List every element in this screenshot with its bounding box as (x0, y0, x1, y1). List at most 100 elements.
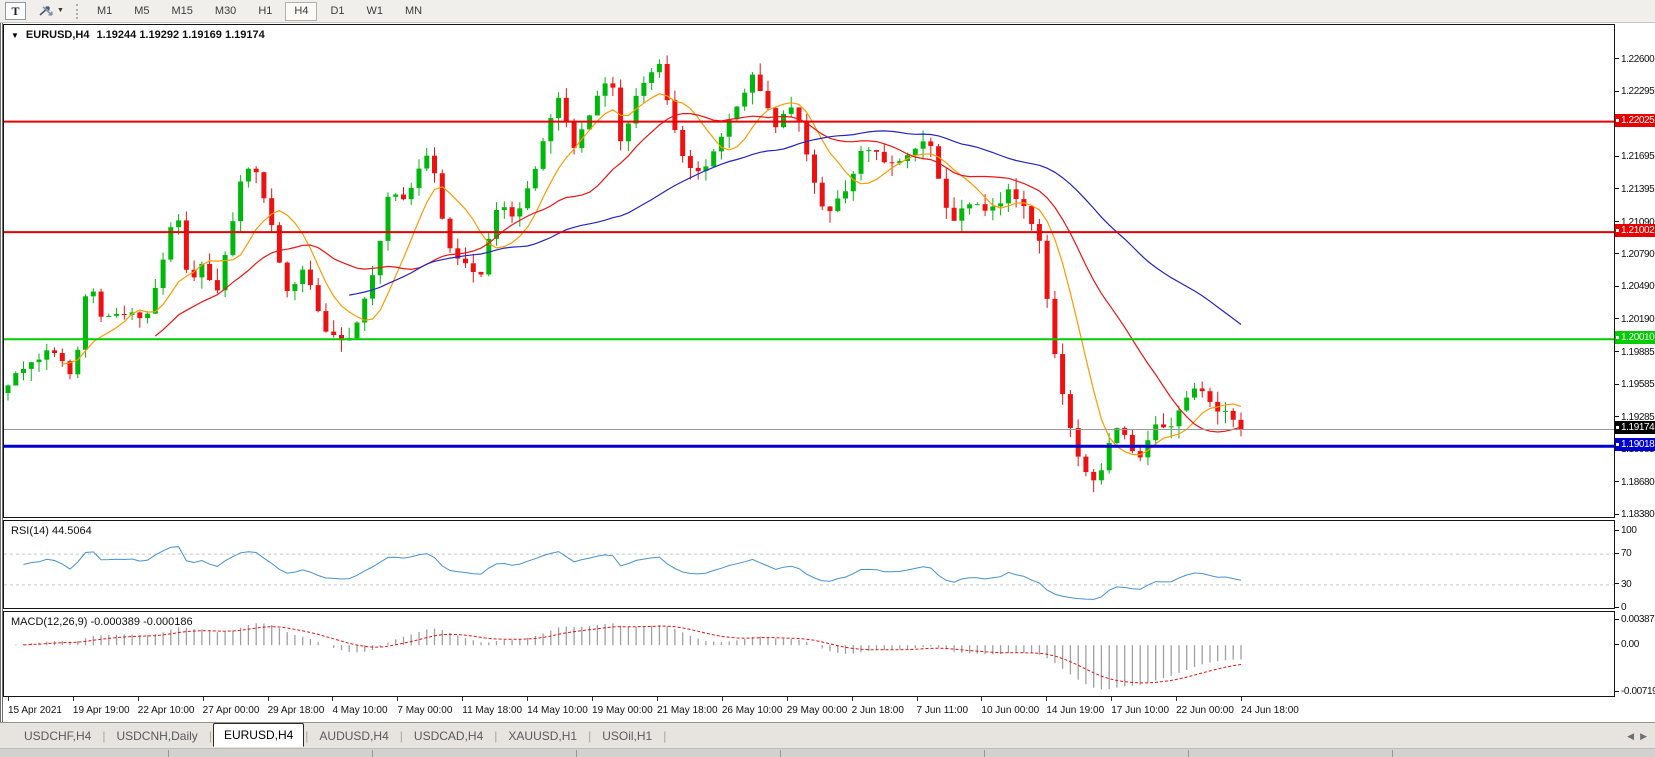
price-axis[interactable]: 1.226001.222951.219951.216951.213951.210… (1615, 0, 1655, 757)
time-label: 10 Jun 00:00 (981, 705, 1040, 716)
main-chart-panel[interactable]: ▼ EURUSD,H4 1.19244 1.19292 1.19169 1.19… (3, 24, 1615, 518)
timeframe-button-m15[interactable]: M15 (171, 5, 193, 17)
price-tick-dash (1615, 90, 1619, 92)
time-tick (1241, 697, 1242, 701)
price-tick-dash (1615, 318, 1619, 320)
timeframe-button-h1[interactable]: H1 (258, 5, 273, 17)
price-tick-dash (1615, 155, 1619, 157)
strip-separator (984, 750, 985, 757)
rsi-label: RSI(14) 44.5064 (11, 525, 92, 537)
strip-separator (1188, 750, 1189, 757)
tab-separator: | (208, 728, 212, 743)
chart-tools-button[interactable]: ▼ (36, 2, 66, 20)
tab-scroll-left-icon[interactable]: ◀ (1627, 731, 1635, 741)
time-tick (397, 697, 399, 701)
time-label: 29 May 00:00 (786, 705, 848, 716)
rsi-tick-dash (1615, 552, 1619, 554)
time-tick (592, 697, 594, 701)
price-tick-label: 1.19885 (1621, 346, 1655, 358)
timeframe-button-mn[interactable]: MN (405, 5, 423, 17)
price-tick-label: 1.20790 (1621, 248, 1655, 260)
rsi-panel[interactable]: RSI(14) 44.5064 (3, 520, 1615, 609)
time-tick (1046, 697, 1048, 701)
chart-tab-usoil[interactable]: USOil,H1 (602, 728, 653, 743)
time-tick (1176, 697, 1178, 701)
macd-panel[interactable]: MACD(12,26,9) -0.000389 -0.000186 (3, 611, 1615, 697)
chart-tab-usdchf[interactable]: USDCHF,H4 (24, 728, 92, 743)
current-price-label[interactable]: 1.19174 (1615, 421, 1655, 435)
chart-symbol-label: EURUSD,H4 (25, 29, 90, 41)
rsi-canvas[interactable] (4, 521, 1614, 608)
timeframe-button-h4[interactable]: H4 (285, 1, 318, 21)
time-label: 2 Jun 18:00 (851, 705, 904, 716)
time-label: 17 Jun 10:00 (1111, 705, 1170, 716)
level-price-label[interactable]: 1.19018 (1615, 438, 1655, 452)
price-tick-dash (1615, 351, 1619, 353)
chart-tab-eurusd[interactable]: EURUSD,H4 (212, 723, 305, 747)
toolbar: T ▼ M1 M5 M15 M30 H1 H4 D1 W1 MN (0, 0, 1655, 23)
price-tick-label: 1.21090 (1621, 216, 1655, 228)
time-label: 26 May 10:00 (721, 705, 783, 716)
time-label: 14 Jun 19:00 (1046, 705, 1105, 716)
strip-separator (168, 750, 169, 757)
time-label: 19 Apr 19:00 (72, 705, 130, 716)
time-label: 21 May 18:00 (656, 705, 718, 716)
toolbar-grip[interactable] (75, 3, 78, 19)
timeframe-button-m5[interactable]: M5 (134, 5, 150, 17)
price-tick-dash (1615, 188, 1619, 190)
rsi-tick-dash (1615, 583, 1619, 585)
text-tool-button[interactable]: T (5, 2, 26, 20)
chart-tab-xauusd[interactable]: XAUUSD,H1 (508, 728, 578, 743)
price-tick-dash (1615, 58, 1619, 60)
price-tick-label: 1.22600 (1621, 53, 1655, 65)
strip-separator (780, 750, 781, 757)
tab-separator: | (102, 728, 106, 743)
time-tick (202, 697, 204, 701)
strip-separator (1392, 750, 1393, 757)
rsi-tick-label: 70 (1621, 548, 1632, 560)
macd-canvas[interactable] (4, 612, 1614, 696)
chart-tab-usdcad[interactable]: USDCAD,H4 (413, 728, 484, 743)
time-axis[interactable]: 15 Apr 2021 19 Apr 19:00 22 Apr 10:00 27 Ap… (3, 697, 1615, 722)
timeframe-group: M1 M5 M15 M30 H1 H4 D1 W1 MN (88, 1, 431, 21)
tab-separator: | (399, 728, 403, 743)
tab-separator: | (588, 728, 592, 743)
strip-separator (576, 750, 577, 757)
price-tick-label: 1.22295 (1621, 86, 1655, 98)
level-price-label[interactable]: 1.21002 (1615, 224, 1655, 238)
price-tick-label: 1.21395 (1621, 183, 1655, 195)
timeframe-button-m1[interactable]: M1 (96, 5, 113, 17)
time-tick (981, 697, 983, 701)
rsi-tick-label: 100 (1621, 525, 1637, 536)
time-label: 7 Jun 11:00 (916, 705, 969, 716)
time-tick (137, 697, 139, 701)
price-tick-label: 1.18680 (1621, 476, 1655, 488)
price-tick-label: 1.21695 (1621, 151, 1655, 163)
price-tick-label: 1.20190 (1621, 313, 1655, 325)
time-label: 15 Apr 2021 (8, 705, 62, 716)
time-label: 22 Apr 10:00 (137, 705, 195, 716)
timeframe-button-m30[interactable]: M30 (214, 5, 237, 17)
level-price-label[interactable]: 1.22025 (1615, 113, 1655, 127)
macd-tick-label: 0.00 (1621, 639, 1639, 651)
time-tick (527, 697, 529, 701)
window-left-edge (0, 23, 3, 722)
level-price-label[interactable]: 1.20010 (1615, 331, 1655, 345)
time-label: 7 May 00:00 (397, 705, 453, 716)
time-tick (851, 697, 853, 701)
collapse-triangle-icon[interactable]: ▼ (11, 30, 19, 40)
price-tick-label: 1.19585 (1621, 379, 1655, 391)
timeframe-button-d1[interactable]: D1 (330, 5, 345, 17)
timeframe-button-w1[interactable]: W1 (366, 5, 384, 17)
time-label: 11 May 18:00 (462, 705, 523, 716)
tab-scroll-arrows: ◀ ▶ (1627, 731, 1647, 742)
price-tick-dash (1615, 383, 1619, 385)
time-tick (8, 697, 9, 701)
time-tick (656, 697, 658, 701)
candlestick-canvas[interactable] (4, 25, 1614, 517)
price-tick-dash (1615, 285, 1619, 287)
chart-tab-audusd[interactable]: AUDUSD,H4 (319, 728, 389, 743)
price-tick-label: 1.18380 (1621, 509, 1655, 521)
tab-scroll-right-icon[interactable]: ▶ (1640, 731, 1647, 741)
chart-tab-usdcnh[interactable]: USDCNH,Daily (116, 728, 198, 743)
